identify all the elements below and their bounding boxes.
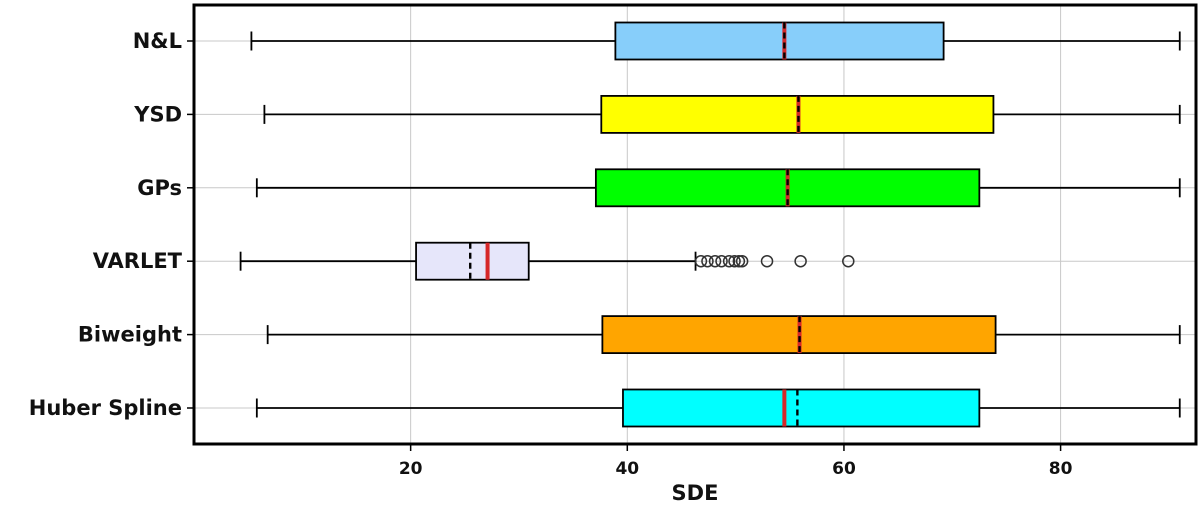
outlier-point xyxy=(701,254,714,268)
outlier-point xyxy=(760,254,774,268)
category-label: VARLET xyxy=(93,249,183,273)
outlier-point xyxy=(728,254,741,268)
category-label: GPs xyxy=(137,176,182,200)
x-tick-label: 60 xyxy=(832,459,856,479)
plot-frame xyxy=(192,3,1198,446)
x-tick-label: 40 xyxy=(615,459,639,479)
x-tick-label: 20 xyxy=(399,459,423,479)
category-label: N&L xyxy=(133,29,182,53)
outlier-point xyxy=(735,254,749,268)
category-label: Biweight xyxy=(78,323,182,347)
category-label: Huber Spline xyxy=(29,396,182,420)
x-tick-label: 80 xyxy=(1049,459,1073,479)
outlier-point xyxy=(722,254,736,268)
outlier-point xyxy=(732,254,746,268)
axis-ticks: 20 40 60 80 N&L YSD GPs VARLET Biweight Huber Spl… xyxy=(29,29,1073,479)
outlier-point xyxy=(794,254,807,268)
box-plot-series xyxy=(239,21,1181,428)
grid-lines xyxy=(194,5,1196,444)
iqr-box xyxy=(622,388,981,428)
category-label: YSD xyxy=(133,102,182,126)
iqr-box xyxy=(614,21,945,61)
outlier-point xyxy=(715,254,728,268)
outlier-point xyxy=(694,254,708,268)
outlier-point xyxy=(708,254,722,268)
outlier-point xyxy=(842,254,855,268)
iqr-box xyxy=(415,241,530,281)
x-axis-title: SDE xyxy=(672,481,719,505)
